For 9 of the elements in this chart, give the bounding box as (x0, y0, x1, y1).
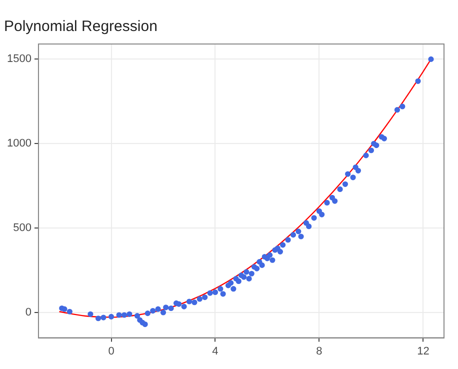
x-tick-label: 8 (316, 345, 322, 358)
y-tick-label: 1500 (6, 53, 32, 66)
chart-title: Polynomial Regression (4, 18, 158, 36)
y-tick-label: 1000 (6, 138, 32, 150)
y-tick-label: 500 (13, 222, 32, 234)
x-tick-label: 0 (108, 345, 114, 358)
y-tick-label: 0 (25, 306, 32, 319)
x-tick-label: 4 (212, 345, 218, 358)
x-tick-label: 12 (417, 345, 430, 358)
